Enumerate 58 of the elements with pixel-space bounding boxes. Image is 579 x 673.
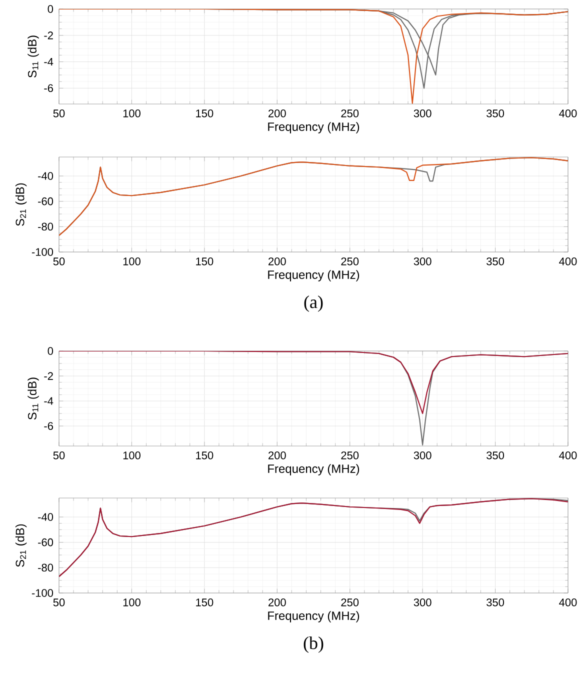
y-tick-label: -6	[44, 422, 54, 430]
x-tick-label: 400	[559, 110, 577, 118]
x-tick-label: 150	[196, 452, 214, 460]
y-tick-label: -4	[44, 58, 54, 66]
x-tick-label: 100	[123, 452, 140, 460]
y-tick-label: -100	[32, 248, 54, 256]
y-tick-label: -2	[44, 372, 53, 380]
y-tick-label: 0	[48, 5, 54, 13]
x-tick-label: 300	[414, 452, 432, 460]
x-tick-label: 350	[486, 452, 504, 460]
x-tick-label: 250	[341, 452, 359, 460]
y-tick-label: -80	[38, 222, 54, 231]
x-tick-label: 50	[53, 258, 65, 266]
y-axis-title: S$_{11}$ (dB)	[28, 378, 39, 420]
x-tick-label: 400	[559, 258, 577, 266]
y-tick-label: -2	[44, 32, 53, 40]
text: (a)	[304, 296, 323, 312]
x-tick-label: 100	[123, 110, 140, 118]
x-tick-label: 150	[196, 258, 214, 266]
y-tick-label: -60	[38, 197, 54, 206]
y-tick-label: -40	[38, 513, 54, 521]
x-tick-label: 400	[559, 598, 577, 606]
x-tick-label: 350	[486, 598, 504, 606]
x-axis-title: Frequency (MHz)	[268, 270, 360, 282]
x-tick-label: 50	[53, 110, 65, 118]
x-tick-label: 200	[268, 598, 286, 606]
x-tick-label: 250	[341, 598, 359, 606]
x-tick-label: 100	[123, 598, 140, 606]
x-tick-label: 200	[268, 452, 286, 460]
y-tick-label: -80	[38, 564, 54, 572]
x-tick-label: 250	[341, 110, 359, 118]
x-tick-label: 150	[196, 598, 214, 606]
x-tick-label: 350	[486, 110, 504, 118]
y-axis-title: S$_{11}$ (dB)	[28, 36, 39, 78]
x-tick-label: 150	[196, 110, 214, 118]
y-axis-title: S$_{21}$ (dB)	[15, 183, 27, 226]
y-tick-label: 0	[48, 347, 54, 355]
x-axis-title: Frequency (MHz)	[268, 611, 360, 622]
x-tick-label: 350	[486, 258, 504, 266]
x-axis-title: Frequency (MHz)	[268, 464, 360, 476]
x-tick-label: 300	[414, 110, 432, 118]
x-tick-label: 200	[268, 110, 286, 118]
x-tick-label: 200	[268, 258, 286, 266]
y-axis-title: S$_{21}$ (dB)	[15, 524, 27, 567]
x-tick-label: 300	[414, 598, 432, 606]
x-tick-label: 100	[123, 258, 140, 266]
y-tick-label: -100	[32, 589, 54, 597]
y-tick-label: -60	[38, 538, 54, 546]
x-tick-label: 400	[559, 452, 577, 460]
x-tick-label: 250	[341, 258, 359, 266]
text: (b)	[304, 636, 324, 653]
x-axis-title: Frequency (MHz)	[268, 122, 360, 134]
x-tick-label: 300	[414, 258, 432, 266]
x-tick-label: 50	[53, 598, 65, 606]
y-tick-label: -6	[44, 84, 54, 92]
x-tick-label: 50	[53, 452, 65, 460]
y-tick-label: -40	[38, 172, 54, 180]
y-tick-label: -4	[44, 397, 54, 405]
